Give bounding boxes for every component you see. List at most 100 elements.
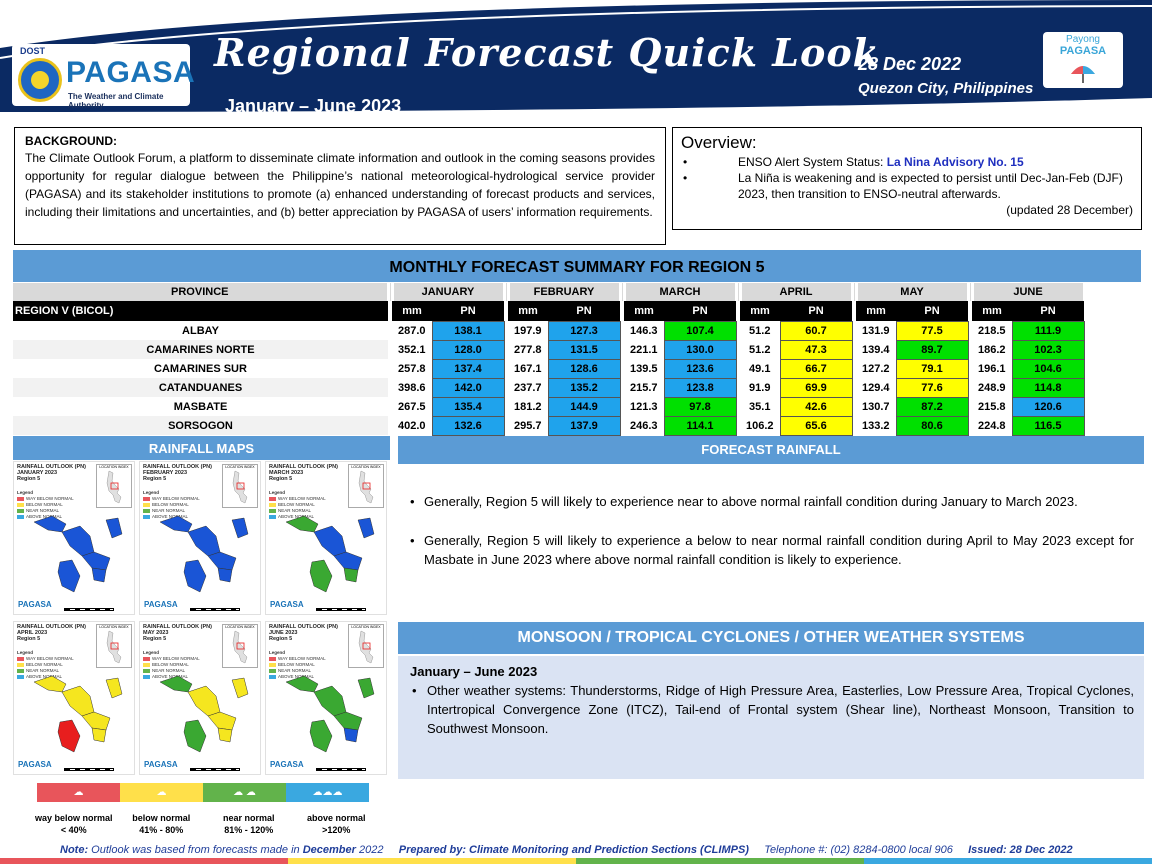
column-gap	[968, 416, 972, 435]
map-legend-heading: Legend	[17, 490, 34, 495]
map-legend-item: WAY BELOW NORMAL	[143, 656, 200, 662]
rainfall-pn: 97.8	[663, 396, 737, 417]
map-legend-heading: Legend	[17, 650, 34, 655]
legend-item-label: BELOW NORMAL	[26, 502, 63, 507]
philippines-locator-icon	[232, 630, 248, 664]
rainfall-mm: 146.3	[629, 324, 658, 337]
map-legend-item: WAY BELOW NORMAL	[269, 496, 326, 502]
unit-pn: PN	[780, 301, 852, 321]
stripe-segment	[576, 858, 864, 864]
region5-map	[285, 675, 375, 753]
rainfall-pn: 127.3	[547, 320, 621, 341]
map-legend-item: ABOVE NORMAL	[269, 674, 326, 680]
bullet-icon: •	[412, 683, 417, 698]
rainfall-pn: 116.5	[1011, 415, 1085, 436]
column-gap	[620, 301, 624, 321]
rainfall-mm: 91.9	[749, 381, 771, 394]
column-gap	[388, 416, 392, 435]
rainfall-map-panel: RAINFALL OUTLOOK (PN) MARCH 2023 Region 5 L…	[265, 461, 387, 615]
column-gap	[968, 321, 972, 340]
legend-category-label: below normal	[132, 813, 191, 823]
legend-swatch	[17, 668, 24, 673]
column-gap	[504, 321, 508, 340]
column-gap	[504, 283, 510, 301]
map-legend-item: WAY BELOW NORMAL	[17, 496, 74, 502]
partner-label: Payong	[1066, 34, 1100, 45]
logo-tagline: The Weather and Climate Authority	[68, 92, 164, 110]
table-month-header-row: PROVINCE JANUARY FEBRUARY MARCH APRIL MAY JUN…	[13, 283, 1086, 301]
unit-pn: PN	[896, 301, 968, 321]
map-title: RAINFALL OUTLOOK (PN) MARCH 2023 Region 5	[269, 464, 338, 482]
rainfall-mm: 248.9	[977, 381, 1006, 394]
map-legend-item: BELOW NORMAL	[17, 662, 74, 668]
column-gap	[388, 283, 394, 301]
background-text: The Climate Outlook Forum, a platform to…	[25, 151, 655, 219]
unit-pn: PN	[432, 301, 504, 321]
map-legend-heading: Legend	[269, 650, 286, 655]
rainfall-map-panel: RAINFALL OUTLOOK (PN) FEBRUARY 2023 Region…	[139, 461, 261, 615]
legend-swatch	[143, 508, 150, 513]
legend-category-label: above normal	[306, 813, 366, 823]
map-legend: Legend WAY BELOW NORMAL BELOW NORMAL NEAR N…	[143, 650, 200, 680]
cloud-icon: ☁ ☁	[203, 783, 286, 802]
rainfall-mm: 129.4	[861, 381, 890, 394]
rainfall-map-panel: RAINFALL OUTLOOK (PN) MAY 2023 Region 5 LOC…	[139, 621, 261, 775]
column-gap	[620, 359, 624, 378]
header-date: 28 Dec 2022	[858, 54, 962, 74]
legend-item-label: WAY BELOW NORMAL	[152, 496, 200, 501]
map-region: Region 5	[17, 636, 41, 642]
overview-heading: Overview:	[681, 133, 757, 152]
column-gap	[620, 378, 624, 397]
rainfall-mm: 130.7	[861, 400, 890, 413]
rainfall-pn: 102.3	[1011, 339, 1085, 360]
legend-category-range: < 40%	[60, 825, 87, 835]
table-row: CATANDUANES 398.6 142.0 237.7 135.2 215.7 123.…	[13, 377, 1085, 398]
column-gap	[388, 321, 392, 340]
locator-map: LOCATION INDEX	[222, 624, 258, 668]
rainfall-legend-labels: way below normal < 40% below normal 41% - 8…	[30, 812, 380, 836]
legend-item-label: NEAR NORMAL	[152, 668, 186, 673]
overview-section: Overview: • ENSO Alert System Status: La…	[672, 127, 1142, 230]
column-gap	[736, 397, 740, 416]
unit-mm: mm	[856, 301, 896, 321]
rainfall-mm: 133.2	[861, 419, 890, 432]
philippines-locator-icon	[106, 470, 122, 504]
column-gap	[852, 378, 856, 397]
column-gap	[852, 283, 858, 301]
legend-item-label: WAY BELOW NORMAL	[26, 656, 74, 661]
legend-swatch	[17, 662, 24, 667]
rainfall-mm: 196.1	[977, 362, 1006, 375]
column-gap	[388, 378, 392, 397]
map-legend-heading: Legend	[269, 490, 286, 495]
rainfall-pn: 137.4	[431, 358, 505, 379]
column-gap	[736, 321, 740, 340]
map-title-line: RAINFALL OUTLOOK (PN)	[269, 464, 338, 470]
header-banner: DOST PAGASA The Weather and Climate Auth…	[0, 0, 1152, 116]
locator-label: LOCATION INDEX	[225, 625, 255, 629]
legend-swatch	[17, 508, 24, 513]
region5-map	[159, 515, 249, 593]
enso-advisory-link[interactable]: La Nina Advisory No. 15	[886, 155, 1024, 169]
enso-status-label: ENSO Alert System Status:	[738, 155, 887, 169]
column-gap	[736, 340, 740, 359]
legend-swatch	[17, 674, 24, 679]
footer-issued: Issued: 28 Dec 2022	[968, 844, 1073, 856]
column-gap	[968, 283, 974, 301]
rainfall-mm: 35.1	[749, 400, 771, 413]
map-title-line: RAINFALL OUTLOOK (PN)	[143, 624, 212, 630]
map-legend-item: BELOW NORMAL	[143, 502, 200, 508]
legend-swatch	[17, 496, 24, 501]
period-title: January – June 2023	[225, 96, 402, 116]
rainfall-maps-grid: RAINFALL OUTLOOK (PN) JANUARY 2023 Region …	[13, 461, 390, 779]
overview-item: • ENSO Alert System Status: La Nina Advi…	[681, 154, 1133, 170]
rainfall-mm: 127.2	[861, 362, 890, 375]
rainfall-mm: 215.8	[977, 400, 1006, 413]
partner-name: PAGASA	[1059, 45, 1107, 57]
map-legend-item: ABOVE NORMAL	[143, 674, 200, 680]
legend-category-range: 81% - 120%	[224, 825, 274, 835]
map-legend-item: WAY BELOW NORMAL	[269, 656, 326, 662]
map-region: Region 5	[143, 636, 167, 642]
month-header: MARCH	[624, 283, 738, 301]
rainfall-mm: 121.3	[629, 400, 658, 413]
pagasa-logo: DOST PAGASA The Weather and Climate Auth…	[12, 44, 195, 110]
